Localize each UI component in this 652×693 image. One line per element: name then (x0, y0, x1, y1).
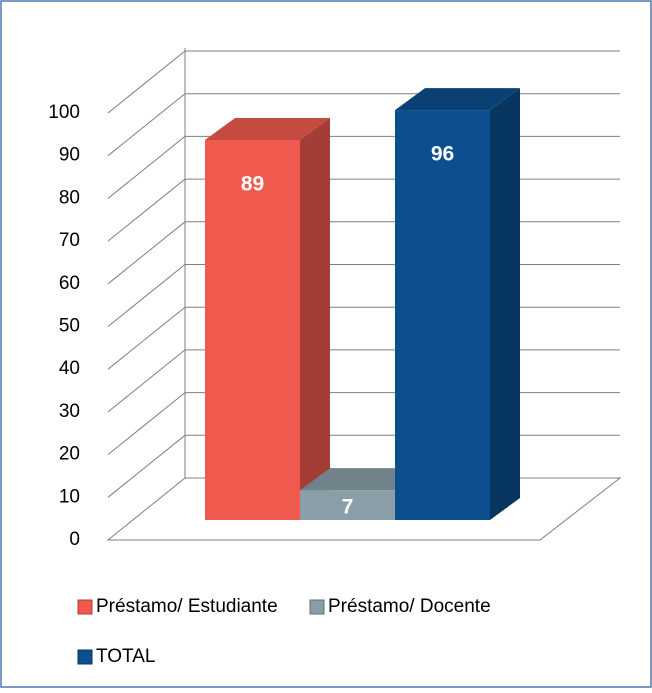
bar (205, 139, 300, 520)
y-tick-label: 60 (59, 273, 80, 294)
data-label: 7 (342, 496, 354, 519)
bar-side (490, 88, 520, 520)
legend-swatch (77, 599, 93, 615)
y-tick-label: 70 (59, 230, 80, 251)
legend-swatch (309, 599, 325, 615)
legend-label: TOTAL (96, 646, 155, 667)
y-tick-label: 50 (59, 316, 80, 337)
data-label: 89 (241, 173, 264, 196)
bar-side (300, 117, 330, 520)
y-tick-label: 10 (59, 486, 80, 507)
bar-top (205, 117, 330, 140)
y-tick-label: 90 (59, 145, 80, 166)
legend-swatch (77, 649, 93, 665)
y-tick-label: 40 (59, 358, 80, 379)
data-label: 96 (431, 143, 454, 166)
y-tick-label: 100 (48, 102, 80, 123)
y-tick-label: 30 (59, 401, 80, 422)
y-tick-label: 20 (59, 444, 80, 465)
legend-label: Préstamo/ Docente (328, 596, 491, 617)
bar-top (300, 468, 425, 491)
bar (395, 110, 490, 520)
y-tick-label: 0 (69, 529, 80, 550)
y-tick-label: 80 (59, 187, 80, 208)
bar (300, 490, 395, 520)
grid-line (107, 50, 620, 114)
legend-label: Préstamo/ Estudiante (96, 596, 278, 617)
bar-top (395, 88, 520, 111)
